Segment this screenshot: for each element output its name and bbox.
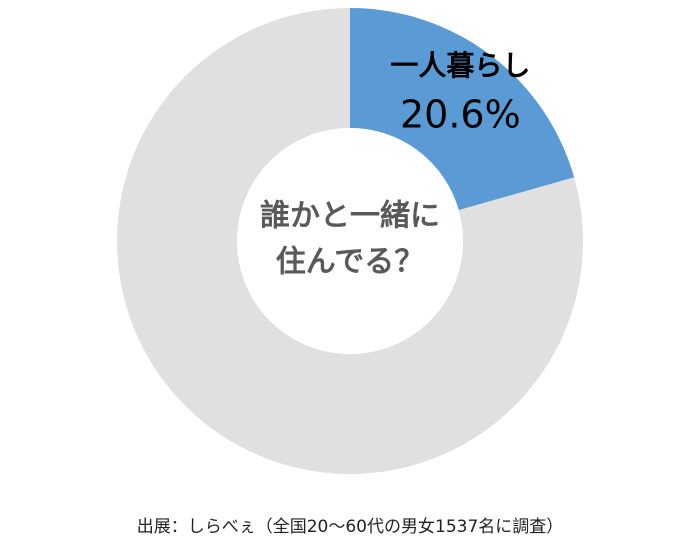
donut-segment	[350, 8, 575, 211]
donut-hole	[237, 128, 463, 354]
donut-segment	[117, 8, 584, 475]
center-label: 誰かと一緒に	[260, 199, 440, 234]
value-label: 20.6%	[400, 93, 521, 137]
center-label: 住んでる？	[276, 245, 425, 280]
segment-label: 一人暮らし	[390, 49, 530, 82]
source-note: 出展：しらべぇ（全国20～60代の男女1537名に調査）	[137, 517, 564, 537]
